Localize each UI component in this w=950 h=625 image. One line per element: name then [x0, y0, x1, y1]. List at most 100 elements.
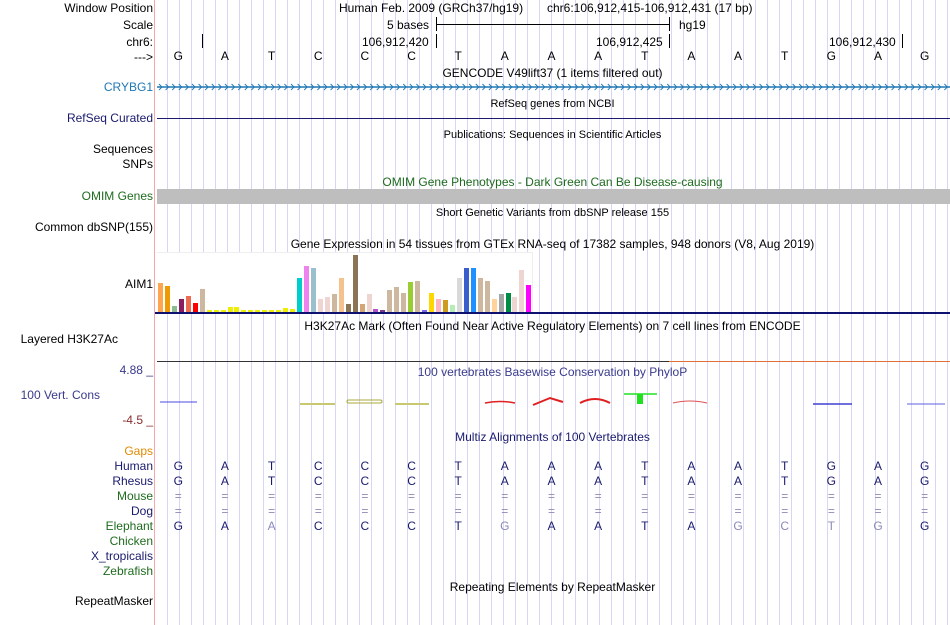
species-label-mouse[interactable]: Mouse: [116, 489, 153, 503]
track-label-cons[interactable]: 100 Vert. Cons: [20, 388, 100, 402]
gtex-tissue-bar[interactable]: [477, 278, 483, 313]
gtex-tissue-bar[interactable]: [526, 284, 532, 313]
gtex-tissue-bar[interactable]: [345, 303, 351, 313]
gtex-tissue-bar[interactable]: [171, 306, 177, 313]
gtex-tissue-bar[interactable]: [491, 299, 497, 313]
gtex-tissue-bar[interactable]: [519, 270, 525, 313]
gtex-tissue-bar[interactable]: [470, 268, 476, 313]
chevron-icon: [614, 83, 619, 91]
gtex-tissue-bar[interactable]: [227, 307, 233, 313]
gtex-tissue-bar[interactable]: [255, 310, 261, 313]
gtex-tissue-bar[interactable]: [317, 299, 323, 313]
track-label-dbsnp[interactable]: Common dbSNP(155): [34, 220, 153, 234]
crybg1-gene-feature[interactable]: [157, 82, 950, 92]
track-label-gaps[interactable]: Gaps: [124, 444, 153, 458]
alignment-base: T: [454, 519, 462, 533]
chevron-icon: [429, 83, 434, 91]
species-label-rhesus[interactable]: Rhesus: [112, 474, 153, 488]
chevron-icon: [488, 83, 493, 91]
phylop-mark: [672, 400, 708, 404]
alignment-base: A: [734, 474, 743, 488]
gtex-tissue-bar[interactable]: [331, 293, 337, 313]
chevron-icon: [726, 83, 731, 91]
base-letter: A: [547, 49, 556, 63]
cons-min-value: -4.5 _: [122, 413, 153, 427]
gtex-tissue-bar[interactable]: [248, 309, 254, 313]
gtex-tissue-bar[interactable]: [213, 310, 219, 313]
gtex-tissue-bar[interactable]: [269, 310, 275, 313]
gtex-tissue-bar[interactable]: [512, 297, 518, 313]
track-label-snps[interactable]: SNPs: [122, 157, 153, 171]
gtex-tissue-bar[interactable]: [283, 308, 289, 313]
track-label-sequences[interactable]: Sequences: [92, 142, 153, 156]
gtex-tissue-bar[interactable]: [359, 303, 365, 313]
alignment-base: A: [873, 459, 882, 473]
gtex-tissue-bar[interactable]: [192, 302, 198, 313]
alignment-base: =: [594, 504, 602, 518]
gtex-tissue-bar[interactable]: [366, 293, 372, 313]
chevron-icon: [686, 83, 691, 91]
gtex-tissue-bar[interactable]: [442, 300, 448, 313]
gtex-tissue-bar[interactable]: [408, 282, 414, 313]
gtex-tissue-bar[interactable]: [394, 287, 400, 313]
gtex-tissue-bar[interactable]: [505, 293, 511, 313]
gtex-tissue-bar[interactable]: [436, 298, 441, 313]
chevron-icon: [680, 83, 685, 91]
track-label-h3k27ac[interactable]: Layered H3K27Ac: [20, 332, 118, 346]
gtex-tissue-bar[interactable]: [290, 308, 296, 313]
track-label-crybg1[interactable]: CRYBG1: [103, 80, 153, 94]
gtex-tissue-bar[interactable]: [206, 310, 212, 313]
gtex-tissue-bar[interactable]: [463, 267, 469, 313]
gtex-tissue-bar[interactable]: [164, 286, 170, 313]
chevron-icon: [548, 83, 553, 91]
gtex-tissue-bar[interactable]: [310, 267, 316, 313]
refseq-gene-feature[interactable]: [157, 118, 950, 119]
species-label-dog[interactable]: Dog: [130, 504, 153, 518]
gtex-tissue-bar[interactable]: [484, 281, 490, 313]
gtex-tissue-bar[interactable]: [338, 278, 344, 313]
track-label-omim[interactable]: OMIM Genes: [81, 189, 153, 203]
gtex-tissue-bar[interactable]: [401, 293, 407, 313]
gtex-tissue-bar[interactable]: [387, 289, 393, 313]
track-label-repeatmasker[interactable]: RepeatMasker: [74, 594, 153, 608]
omim-gene-feature[interactable]: [157, 189, 950, 204]
track-label-aim1[interactable]: AIM1: [124, 277, 153, 291]
gtex-tissue-bar[interactable]: [185, 296, 191, 313]
alignment-base: =: [221, 489, 229, 503]
gtex-tissue-bar[interactable]: [429, 293, 435, 313]
gtex-tissue-bar[interactable]: [241, 309, 247, 313]
species-label-x_tropicalis[interactable]: X_tropicalis: [90, 549, 153, 563]
gtex-tissue-bar[interactable]: [456, 278, 462, 313]
alignment-base: =: [921, 504, 929, 518]
coord-tick: [202, 34, 203, 48]
gtex-tissue-bar[interactable]: [199, 288, 205, 313]
species-label-zebrafish[interactable]: Zebrafish: [102, 564, 153, 578]
chevron-icon: [752, 83, 757, 91]
species-label-elephant[interactable]: Elephant: [105, 519, 153, 533]
gtex-tissue-bar[interactable]: [234, 306, 240, 313]
gtex-tissue-bar[interactable]: [324, 297, 330, 313]
gtex-tissue-bar[interactable]: [352, 255, 358, 313]
alignment-base: G: [500, 519, 510, 533]
chevron-icon: [383, 83, 388, 91]
gtex-tissue-bar[interactable]: [422, 309, 428, 313]
gtex-tissue-bar[interactable]: [373, 308, 379, 313]
gtex-tissue-bar[interactable]: [303, 266, 309, 313]
species-label-human[interactable]: Human: [114, 459, 153, 473]
coord-label-3: 106,912,430: [829, 35, 896, 49]
gtex-tissue-bar[interactable]: [276, 310, 282, 313]
label-strand[interactable]: --->: [134, 50, 153, 64]
gtex-tissue-bar[interactable]: [415, 280, 421, 313]
gtex-tissue-bar[interactable]: [380, 309, 386, 313]
track-label-refseq[interactable]: RefSeq Curated: [66, 111, 153, 125]
gtex-tissue-bar[interactable]: [178, 299, 184, 313]
gtex-tissue-bar[interactable]: [262, 309, 268, 313]
gtex-tissue-bar[interactable]: [158, 282, 163, 313]
chevron-icon: [363, 83, 368, 91]
species-label-chicken[interactable]: Chicken: [109, 534, 153, 548]
gtex-tissue-bar[interactable]: [498, 293, 504, 313]
gtex-tissue-bar[interactable]: [220, 310, 226, 313]
alignment-base: G: [733, 519, 743, 533]
gtex-tissue-bar[interactable]: [449, 304, 455, 313]
gtex-tissue-bar[interactable]: [297, 278, 302, 313]
